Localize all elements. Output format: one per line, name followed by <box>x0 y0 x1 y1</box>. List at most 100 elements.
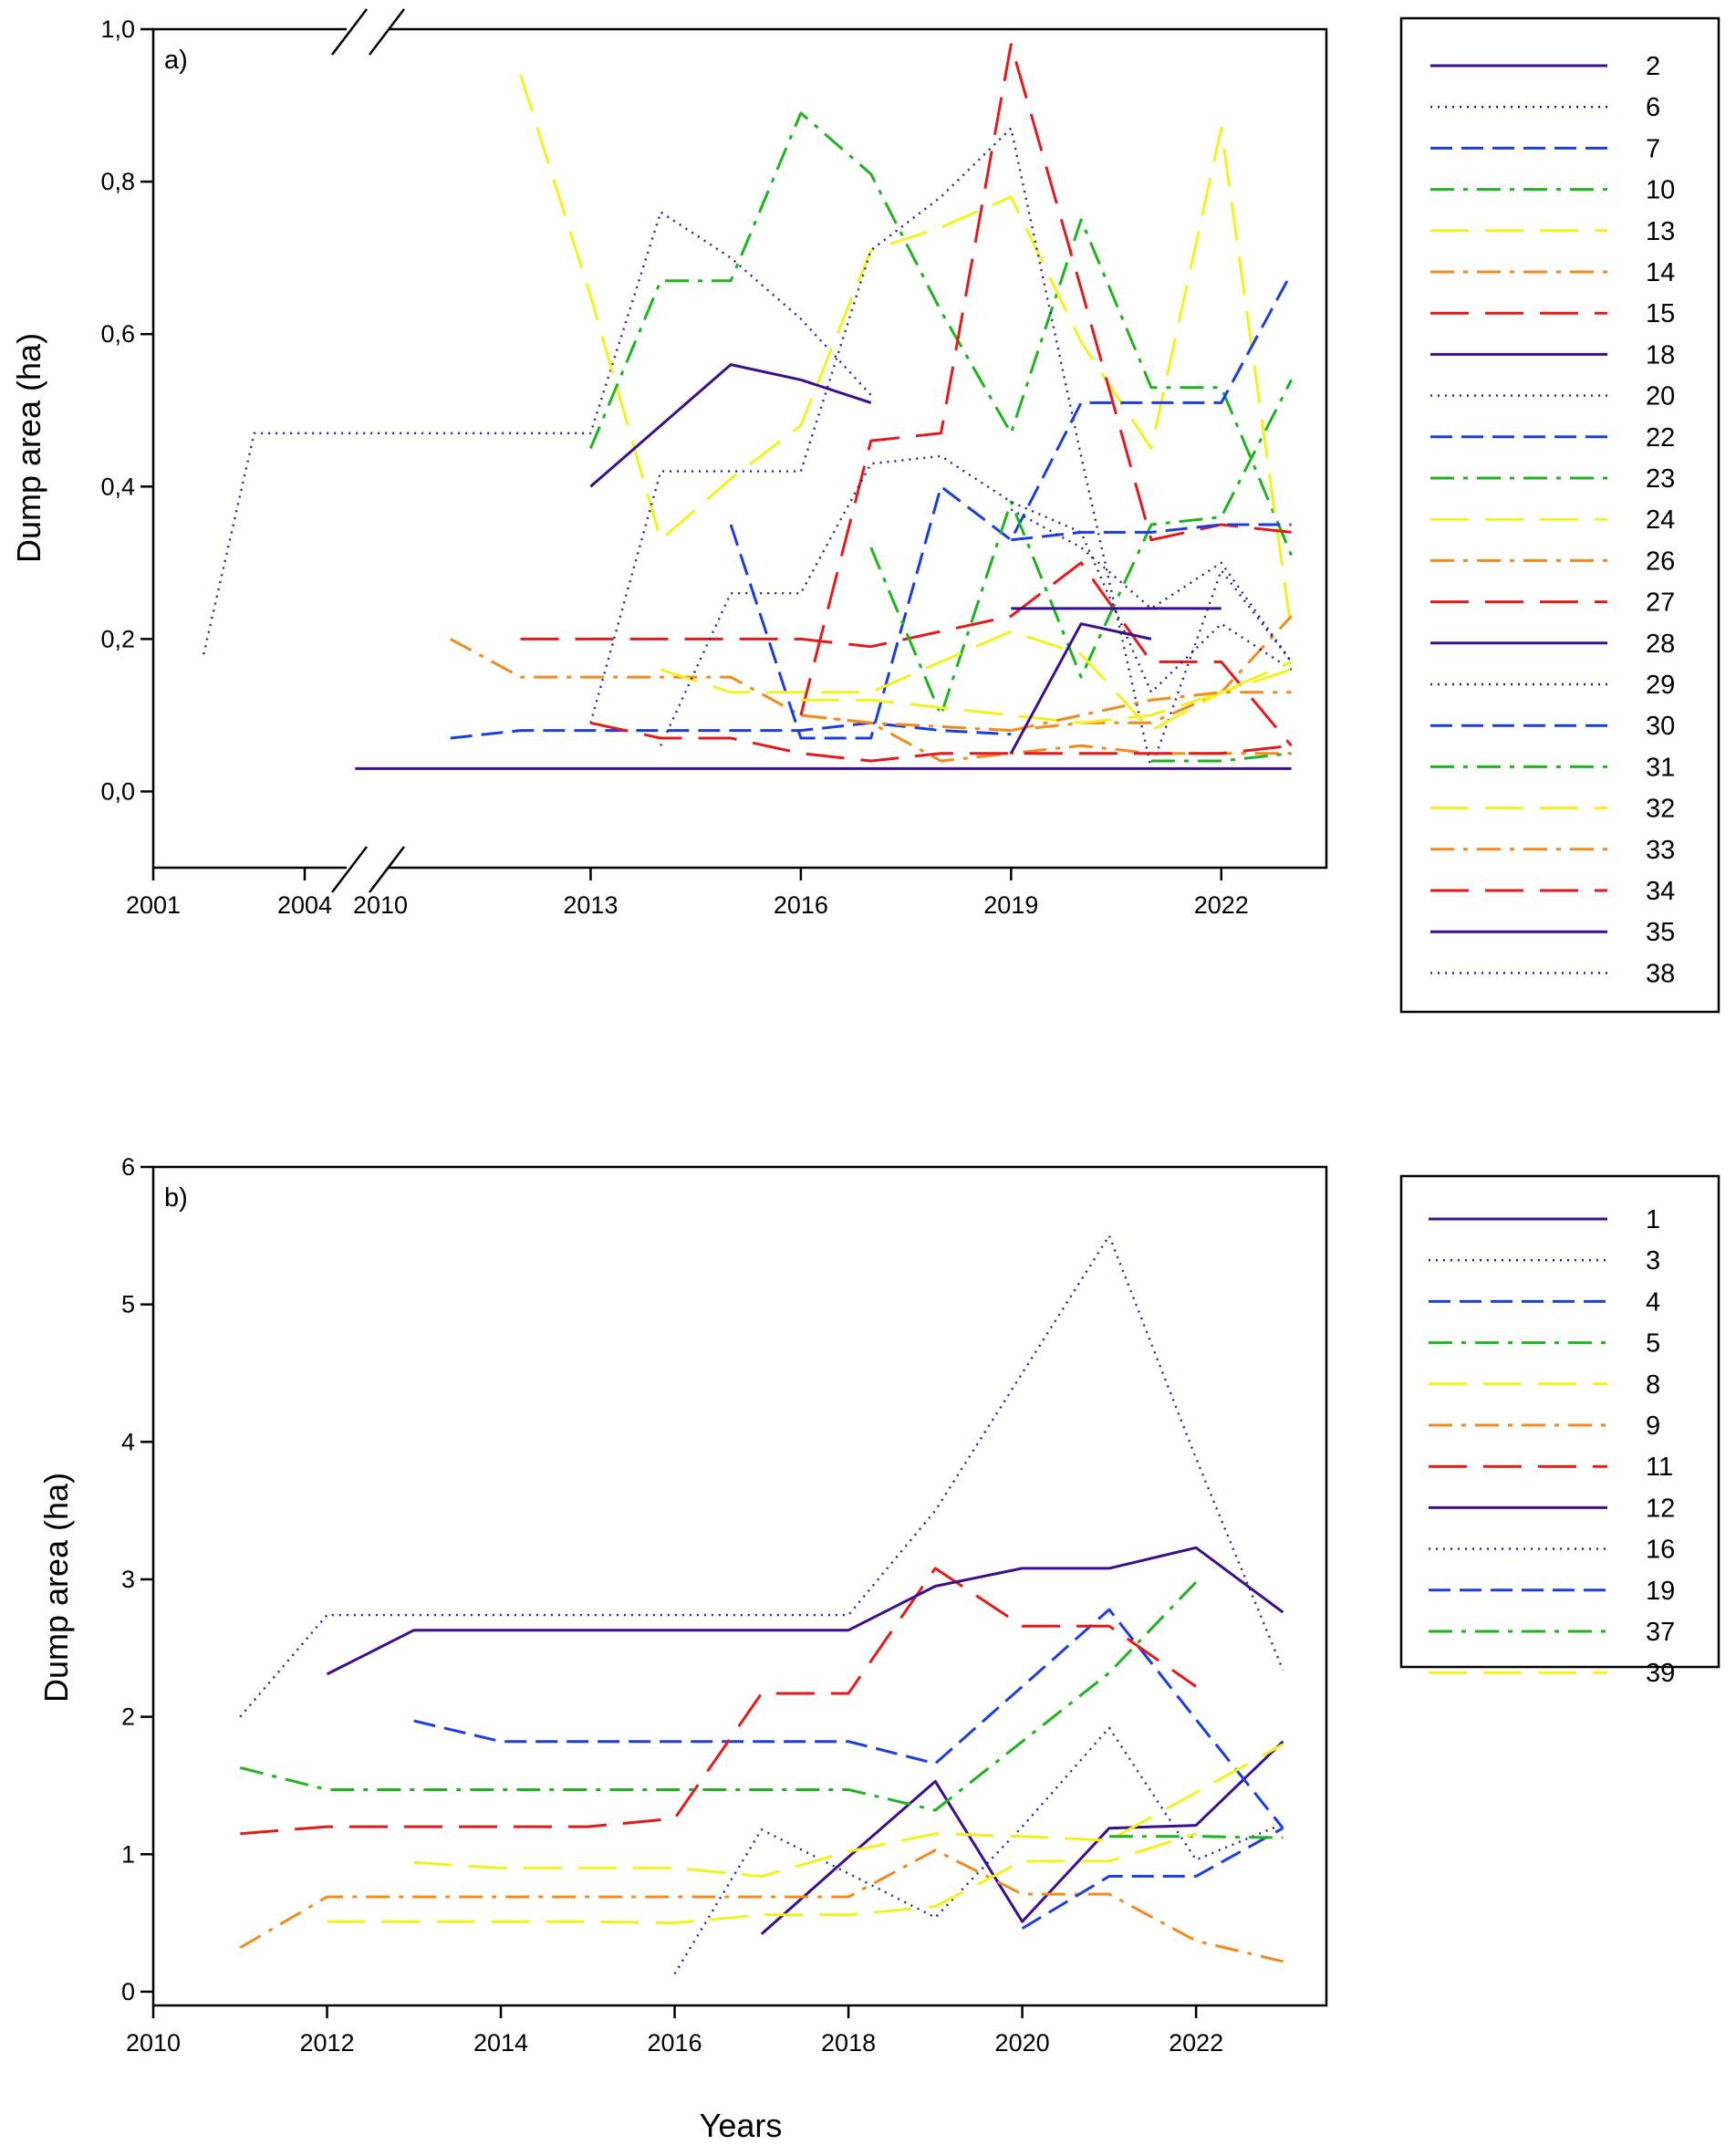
legend-label-4: 4 <box>1646 1287 1660 1317</box>
y-tick-label: 0,6 <box>100 320 135 348</box>
series-line-33 <box>1010 691 1292 733</box>
series-line-1 <box>760 1740 1284 1935</box>
y-tick-label: 1,0 <box>100 16 135 43</box>
y-tick-label: 0,4 <box>100 473 135 500</box>
legend-label-18: 18 <box>1646 340 1675 370</box>
x-tick-label: 2004 <box>277 891 332 919</box>
series-line-8 <box>413 1743 1284 1878</box>
legend-label-30: 30 <box>1646 712 1675 741</box>
legend-label-33: 33 <box>1646 836 1675 865</box>
x-tick-label: 2016 <box>648 2029 702 2057</box>
series-line-7 <box>450 721 1012 740</box>
legend-label-20: 20 <box>1646 382 1675 411</box>
legend-label-24: 24 <box>1646 505 1675 535</box>
x-tick-label: 2012 <box>299 2029 354 2057</box>
y-tick-label: 6 <box>121 1153 135 1181</box>
legend-label-28: 28 <box>1646 630 1675 659</box>
series-line-20 <box>589 127 1293 770</box>
x-tick-label: 2013 <box>563 891 618 919</box>
x-tick-label: 2019 <box>983 891 1038 919</box>
x-tick-label: 2001 <box>126 891 181 919</box>
legend-label-22: 22 <box>1646 423 1675 453</box>
legend-label-6: 6 <box>1646 93 1660 122</box>
panel-a-y-ticks: 0,0 0,2 0,4 0,6 0,8 1,0 <box>100 16 153 805</box>
y-tick-label: 4 <box>121 1428 135 1455</box>
series-line-23 <box>869 379 1293 717</box>
panel-b-frame <box>151 1165 1328 2007</box>
legend-label-12: 12 <box>1646 1494 1675 1523</box>
series-line-34 <box>590 721 1292 763</box>
series-line-3 <box>673 1726 1284 1974</box>
panel-a-axis-break-top <box>331 8 405 56</box>
panel-a-y-axis-label: Dump area (ha) <box>10 333 47 563</box>
panel-b-y-axis-label: Dump area (ha) <box>37 1473 75 1703</box>
series-line-4 <box>413 1608 1284 1829</box>
legend-label-29: 29 <box>1646 671 1675 700</box>
legend-label-34: 34 <box>1646 877 1675 906</box>
panel-a: 0,00,20,40,60,81,0 2001 2004 2010 2013 2016 2… <box>10 8 1720 1014</box>
series-line-16 <box>239 1234 1284 1718</box>
legend-label-9: 9 <box>1646 1411 1660 1441</box>
y-tick-label: 1 <box>121 1840 135 1868</box>
legend-label-27: 27 <box>1646 588 1675 618</box>
y-tick-label: 3 <box>121 1566 135 1593</box>
series-line-12 <box>326 1546 1284 1676</box>
series-line-9 <box>239 1849 1284 1963</box>
legend-label-14: 14 <box>1646 258 1675 287</box>
legend-label-8: 8 <box>1646 1370 1660 1400</box>
panel-b-y-ticks: 0 1 2 3 4 5 6 <box>121 1153 153 2005</box>
panel-b-x-axis-label: Years <box>700 2107 783 2144</box>
legend-label-11: 11 <box>1646 1453 1673 1482</box>
series-line-14 <box>450 615 1293 733</box>
legend-label-23: 23 <box>1646 464 1675 494</box>
series-line-15 <box>520 561 1293 747</box>
y-tick-label: 0,2 <box>100 625 135 652</box>
series-line-24 <box>660 630 1293 733</box>
series-line-37 <box>1108 1835 1284 1839</box>
panel-a-axis-break-bottom <box>331 846 405 893</box>
panel-a-label: a) <box>164 46 188 75</box>
x-tick-label: 2016 <box>774 891 828 919</box>
legend-label-2: 2 <box>1646 52 1660 81</box>
series-line-5 <box>239 1580 1198 1812</box>
legend-label-15: 15 <box>1646 299 1675 328</box>
y-tick-label: 2 <box>121 1703 135 1731</box>
series-line-18 <box>589 363 872 488</box>
legend-label-19: 19 <box>1646 1577 1675 1606</box>
legend-label-1: 1 <box>1646 1205 1660 1234</box>
legend-label-26: 26 <box>1646 547 1675 576</box>
x-tick-label: 2018 <box>821 2029 876 2057</box>
series-line-35 <box>1009 622 1152 755</box>
legend-label-16: 16 <box>1646 1536 1675 1565</box>
legend-label-13: 13 <box>1646 217 1675 246</box>
panel-a-x-ticks: 2001 2004 2010 2013 2016 2019 2022 <box>126 868 1249 919</box>
legend-label-5: 5 <box>1646 1329 1660 1359</box>
series-line-30 <box>1011 523 1292 542</box>
y-tick-label: 0 <box>121 1978 135 2005</box>
panel-b-legend-box <box>1399 1174 1720 1669</box>
x-tick-label: 2014 <box>473 2029 528 2057</box>
x-tick-label: 2010 <box>126 2029 181 2057</box>
legend-label-3: 3 <box>1646 1246 1660 1276</box>
legend-label-38: 38 <box>1646 959 1675 988</box>
series-line-19 <box>1021 1827 1284 1930</box>
series-line-31 <box>1151 752 1292 763</box>
series-line-13 <box>519 74 1294 632</box>
panel-b-label: b) <box>164 1183 188 1213</box>
series-line-39 <box>327 1832 1197 1925</box>
y-tick-label: 0,8 <box>100 168 135 195</box>
series-line-32 <box>800 661 1293 724</box>
legend-label-31: 31 <box>1646 753 1675 782</box>
legend-label-39: 39 <box>1646 1659 1675 1688</box>
legend-label-37: 37 <box>1646 1618 1675 1647</box>
x-tick-label: 2022 <box>1194 891 1249 919</box>
legend-label-32: 32 <box>1646 795 1675 824</box>
y-tick-label: 5 <box>121 1291 135 1318</box>
panel-b-legend: 1 3 4 5 8 9 11 12 16 19 37 39 <box>1429 1205 1675 1688</box>
legend-label-10: 10 <box>1646 176 1675 205</box>
x-tick-label: 2022 <box>1169 2029 1223 2057</box>
panel-a-frame <box>151 27 1328 870</box>
series-line-29 <box>660 454 1293 746</box>
